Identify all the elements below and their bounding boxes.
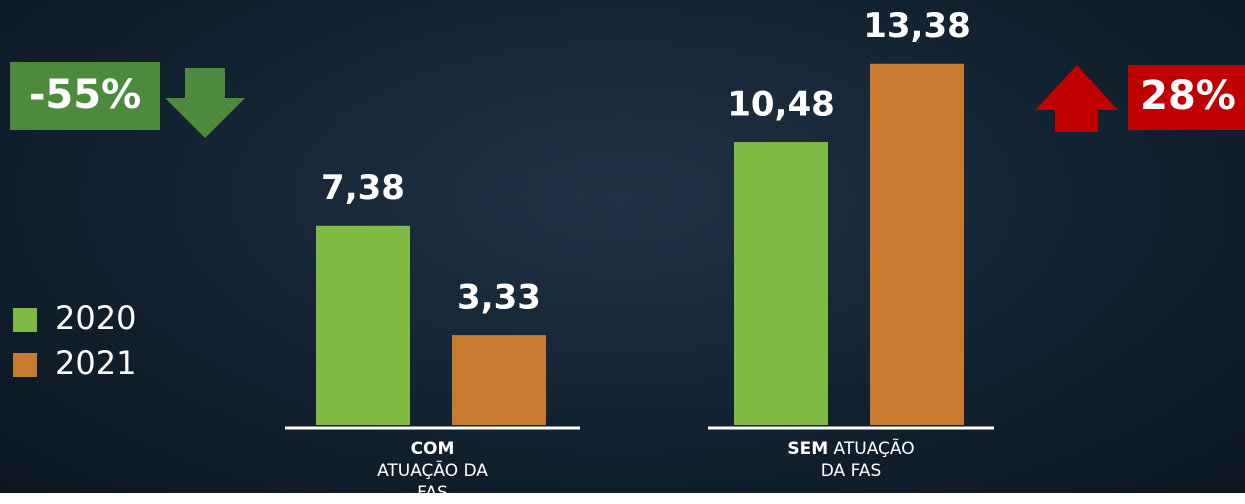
bar [870,64,964,425]
value-label: 13,38 [863,6,971,46]
value-label: 7,38 [321,168,405,208]
legend-swatch [13,308,37,332]
chart-svg: 7,38 3,33 10,48 13,38 2020 2021 -55% 28% [0,0,1245,493]
legend-swatch [13,353,37,377]
x-tick-label: SEM ATUAÇÃO DA FAS [786,438,916,482]
x-tick-label: COM ATUAÇÃO DA FAS [368,438,498,504]
arrow-down [165,68,245,138]
legend-label: 2020 [55,299,136,337]
badge-label: -55% [29,72,141,118]
bar [452,335,546,425]
bar [316,226,410,425]
value-label: 3,33 [457,278,541,318]
value-label: 10,48 [727,85,835,125]
legend-label: 2021 [55,344,136,382]
bar [734,142,828,425]
arrow-up [1035,65,1118,132]
badge-label: 28% [1140,73,1236,119]
